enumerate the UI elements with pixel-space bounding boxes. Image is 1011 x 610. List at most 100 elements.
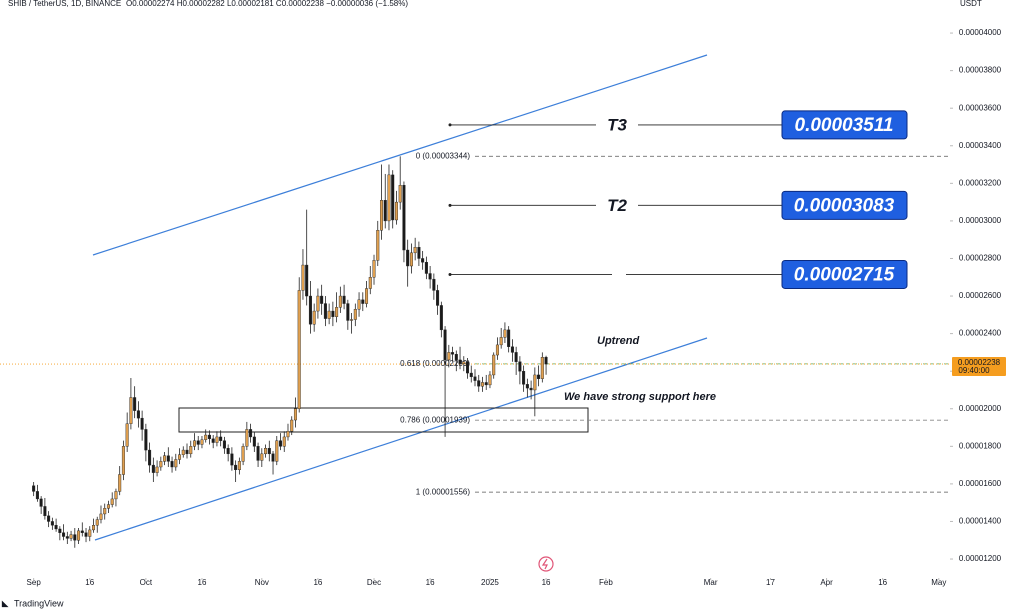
candle-body [443,329,447,361]
candle-body [346,303,350,321]
candle-body [80,530,84,533]
event-bolt [541,558,548,570]
candle-body [267,447,271,455]
candle-body [69,534,73,539]
candle-body [103,508,107,515]
candle-body [365,288,369,304]
candle-body [372,260,376,278]
candle-body [256,446,260,461]
candle-body [510,346,514,353]
candle-body [144,429,148,451]
currency: USDT [960,0,982,8]
candle-body [35,491,39,500]
y-tick-label: 0.00001600 [959,479,1002,488]
candle-body [398,185,402,203]
candle-body [219,436,223,441]
current-price-box [952,357,1006,377]
candle-body [394,201,398,221]
candle-body [469,372,473,378]
candle-body [514,352,518,362]
x-tick-label: Sep [27,578,42,587]
ohlc-header: O0.00002274 H0.00002282 L0.00002181 C0.0… [126,0,408,8]
candle-body [297,290,301,409]
candle-body [192,440,196,447]
event-icon [538,556,554,572]
candle-body [428,273,432,280]
candle-body [522,370,526,385]
candle-body [335,307,339,317]
y-tick-label: 0.00003200 [959,178,1002,187]
candle-body [163,455,167,462]
logo-mark: ◣ [1,599,9,608]
branding: TradingView [14,598,64,608]
candle-body [151,464,155,473]
y-tick-label: 0.00003800 [959,66,1002,75]
candle-body [249,429,253,438]
candle-body [234,464,238,471]
candle-body [406,249,410,267]
current-price-label: 0.00002238 [958,358,1001,367]
candle-body [92,525,96,531]
candle-body [327,310,331,319]
annotation: Uptrend [597,335,639,347]
candle-body [361,299,365,304]
candle-body [159,461,163,468]
candle-body [544,357,548,365]
x-tick-label: 16 [85,578,94,587]
candle-body [118,474,122,492]
x-tick-label: 2025 [481,578,499,587]
x-tick-label: May [931,578,946,587]
candle-body [282,436,286,447]
candle-body [136,410,140,419]
candle-body [32,485,36,492]
target-label: T3 [607,115,627,134]
candle-body [312,310,316,325]
candle-body [174,459,178,468]
target-value: 0.00003083 [794,195,895,216]
candle-body [484,382,488,386]
candle-body [293,408,297,421]
candle-body [462,361,466,364]
candle-body [189,446,193,455]
candle-body [488,374,492,386]
y-tick-label: 0.00001200 [959,554,1002,563]
candle-body [357,299,361,310]
candle-body [148,449,152,466]
candle-body [54,525,58,530]
candle-body [305,264,309,297]
candle-body [473,376,477,381]
candle-body [424,262,428,274]
candle-body [540,357,544,379]
candle-body [121,446,125,475]
target-label: T2 [607,196,627,215]
candle-body [432,278,436,291]
candle-body [65,536,69,539]
candle-body [230,453,234,466]
candle-body [387,174,391,222]
candle-body [47,515,51,522]
channel-upper [92,54,708,256]
y-tick-label: 0.00004000 [959,28,1002,37]
candle-body [43,506,47,517]
candle-body [226,447,230,455]
candle-body [260,453,264,461]
candle-body [88,529,92,537]
fib-label: 1 (0.00001556) [416,487,471,496]
candle-body [525,384,529,389]
candle-body [290,419,294,432]
candle-body [62,532,66,537]
x-tick-label: Dec [367,578,381,587]
candle-body [368,277,372,289]
candle-body [466,361,470,374]
candle-body [264,447,268,455]
candle-body [106,504,110,509]
candle-body [320,295,324,304]
target-box [781,259,908,289]
candle-body [84,532,88,537]
y-tick-label: 0.00002600 [959,291,1002,300]
candle-body [518,361,522,372]
fib-label: 0 (0.00003344) [416,151,471,160]
x-tick-label: 16 [426,578,435,587]
candle-body [196,440,200,445]
target-box [781,110,908,140]
